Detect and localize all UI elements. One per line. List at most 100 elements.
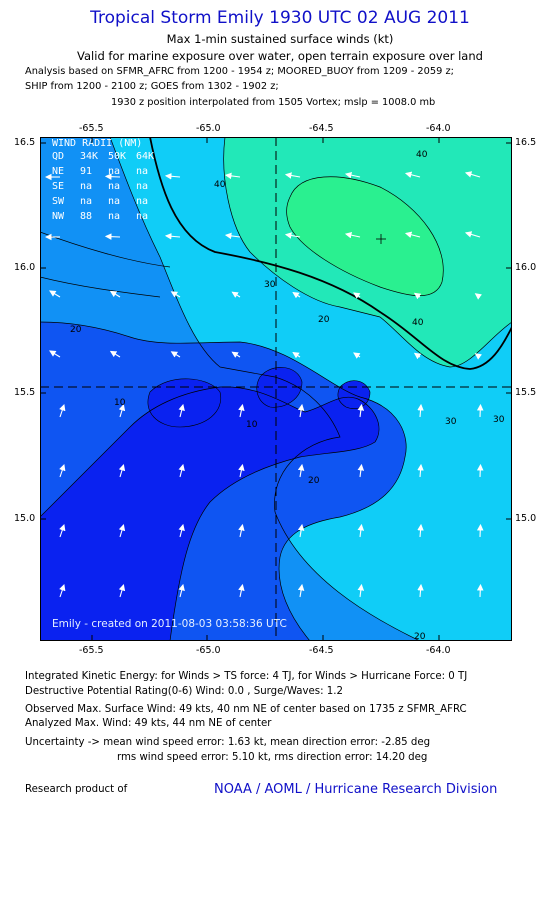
right-lat-tick: 16.5	[515, 137, 537, 148]
wind-vector-arrow	[118, 523, 126, 538]
table-cell: na	[136, 196, 148, 207]
wind-vector-arrow	[476, 583, 484, 598]
wind-vector-arrow	[118, 583, 126, 598]
wind-vector-arrow	[344, 171, 361, 179]
axis-ticks	[40, 137, 512, 641]
wind-vector-arrow	[357, 463, 365, 478]
table-cell: na	[108, 196, 120, 207]
right-lat-tick: 16.0	[515, 262, 537, 273]
left-lat-tick: 16.5	[14, 137, 36, 148]
wind-vector-arrow	[474, 353, 482, 360]
analyzed-max-wind: Analyzed Max. Wind: 49 kts, 44 nm NE of …	[25, 718, 272, 729]
research-label: Research product of	[25, 784, 128, 795]
wind-vector-arrow	[417, 463, 424, 478]
wind-vector-arrow	[164, 172, 181, 180]
fill-pocket-low	[147, 378, 222, 428]
contour-label: 10	[114, 398, 126, 408]
wind-vector-arrow	[297, 583, 305, 598]
wind-vector-arrow	[297, 403, 305, 418]
table-cell: na	[80, 196, 92, 207]
bottom-lon-tick: -65.0	[196, 645, 221, 656]
wind-vector-arrow	[178, 403, 185, 418]
contour-label: 30	[264, 280, 276, 290]
wind-vector-arrow	[413, 292, 422, 300]
uncertainty-line-1: Uncertainty -> mean wind speed error: 1.…	[25, 737, 431, 748]
bottom-lon-tick: -64.5	[309, 645, 334, 656]
contour-label: 30	[493, 415, 505, 425]
right-lat-tick: 15.5	[515, 387, 537, 398]
wind-vector-arrow	[404, 231, 421, 238]
contour-lines	[40, 137, 512, 641]
position-line: 1930 z position interpolated from 1505 V…	[111, 97, 436, 108]
wind-vector-arrow	[417, 583, 424, 598]
wind-vector-arrow	[292, 292, 301, 299]
page-title: Tropical Storm Emily 1930 UTC 02 AUG 201…	[90, 8, 470, 28]
table-cell: na	[136, 166, 148, 177]
table-cell: NE	[52, 166, 64, 177]
wind-vector-arrow	[353, 292, 361, 299]
analysis-line-1: Analysis based on SFMR_AFRC from 1200 - …	[25, 66, 454, 77]
table-header: 64K	[136, 151, 154, 162]
wind-vector-arrow	[109, 350, 121, 358]
wind-vector-arrow	[284, 172, 301, 179]
wind-vector-arrow	[353, 352, 361, 359]
table-header: 34K	[80, 151, 98, 162]
max-wind-marker	[376, 234, 386, 244]
wind-vector-arrow	[231, 351, 241, 358]
table-header: QD	[52, 151, 64, 162]
wind-vector-arrow	[49, 350, 61, 358]
top-lon-tick: -64.5	[309, 123, 334, 134]
wind-vector-arrow	[284, 232, 301, 239]
wind-vector-arrow	[417, 523, 424, 538]
wind-vector-arrow	[404, 171, 421, 178]
wind-vector-arrow	[238, 463, 245, 478]
left-lat-tick: 16.0	[14, 262, 36, 273]
wind-vector-arrow	[59, 463, 66, 478]
table-cell: NW	[52, 211, 65, 222]
contour-label: 40	[412, 318, 424, 328]
bottom-lon-tick: -65.5	[79, 645, 104, 656]
wind-vector-arrow	[476, 463, 484, 478]
contour-label: 40	[416, 150, 428, 160]
table-cell: na	[108, 166, 120, 177]
wind-vector-arrow	[49, 290, 61, 298]
wind-vector-arrow	[178, 523, 185, 538]
top-lon-tick: -64.0	[426, 123, 451, 134]
wind-vector-arrow	[357, 523, 365, 538]
wind-radii-table: WIND RADII (NM) QD 34K 50K 64K NE 91 na …	[52, 138, 154, 222]
wind-vector-arrow	[224, 232, 241, 240]
ike-line: Integrated Kinetic Energy: for Winds > T…	[25, 671, 468, 682]
table-cell: na	[136, 211, 148, 222]
wind-vector-arrow	[476, 403, 484, 418]
fill-band-max	[286, 176, 444, 296]
contour-label: 10	[246, 420, 258, 430]
top-lon-tick: -65.5	[79, 123, 104, 134]
wind-vector-arrow	[357, 583, 365, 598]
wind-vector-arrow	[464, 231, 481, 238]
contour-label: 20	[318, 315, 330, 325]
wind-vector-arrow	[238, 403, 245, 418]
wind-vector-arrow	[413, 352, 422, 360]
fill-band-0-10	[40, 386, 379, 641]
org-credit: NOAA / AOML / Hurricane Research Divisio…	[214, 782, 498, 797]
map-frame	[40, 137, 512, 641]
wind-vector-arrow	[231, 291, 241, 298]
bottom-lon-tick: -64.0	[426, 645, 451, 656]
contour-label: 20	[414, 632, 426, 641]
wind-vector-arrow	[178, 583, 185, 598]
table-cell: na	[80, 181, 92, 192]
table-cell: na	[136, 181, 148, 192]
wind-vector-arrow	[118, 403, 126, 418]
wind-vector-arrow	[164, 232, 181, 240]
wind-vector-arrow	[297, 463, 305, 478]
observed-max-wind: Observed Max. Surface Wind: 49 kts, 40 n…	[25, 704, 467, 715]
dpr-line: Destructive Potential Rating(0-6) Wind: …	[25, 686, 343, 697]
wind-radii-title: WIND RADII (NM)	[52, 138, 142, 149]
contour-label: 20	[70, 325, 82, 335]
wind-vector-arrow	[104, 173, 121, 180]
table-cell: 88	[80, 211, 92, 222]
validity-note: Valid for marine exposure over water, op…	[77, 49, 483, 63]
wind-vector-arrow	[357, 403, 365, 418]
wind-vector-arrow	[170, 351, 181, 358]
table-cell: na	[108, 211, 120, 222]
